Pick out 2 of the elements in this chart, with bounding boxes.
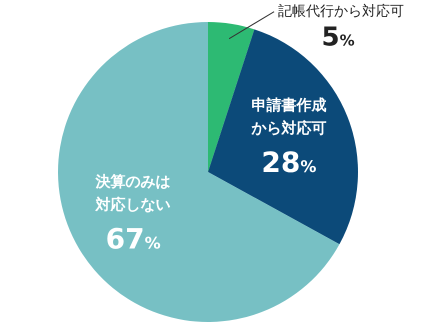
- slice-label: 記帳代行から対応可: [278, 4, 404, 20]
- data-label: 5%: [322, 22, 355, 53]
